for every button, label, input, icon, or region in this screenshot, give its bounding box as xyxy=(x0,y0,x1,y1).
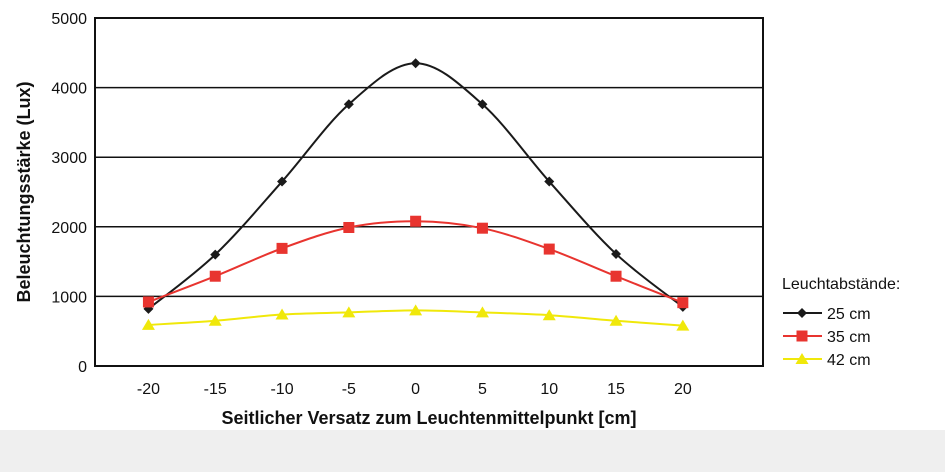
data-point xyxy=(409,304,423,316)
x-tick-label: -15 xyxy=(204,381,227,398)
legend-label: 42 cm xyxy=(827,352,871,369)
legend-item: 42 cm xyxy=(783,352,871,369)
y-tick-label: 1000 xyxy=(51,289,87,306)
data-point xyxy=(277,176,288,187)
data-point xyxy=(208,314,222,326)
legend-item: 25 cm xyxy=(783,306,871,323)
data-point xyxy=(611,248,622,259)
data-point xyxy=(477,99,488,110)
y-tick-label: 4000 xyxy=(51,81,87,98)
y-axis-title: Beleuchtungsstärke (Lux) xyxy=(14,81,34,302)
y-tick-label: 5000 xyxy=(51,11,87,28)
data-point xyxy=(410,58,421,69)
x-tick-label: 5 xyxy=(478,381,487,398)
data-point xyxy=(610,270,622,282)
legend-marker xyxy=(796,330,808,342)
plot-frame xyxy=(94,17,764,367)
data-point xyxy=(141,318,155,330)
data-point xyxy=(210,249,221,260)
data-point xyxy=(275,308,289,320)
data-point xyxy=(343,99,354,110)
x-tick-label: 15 xyxy=(607,381,625,398)
data-point xyxy=(677,297,689,309)
legend-item: 35 cm xyxy=(783,329,871,346)
x-tick-label: 0 xyxy=(411,381,420,398)
series-2 xyxy=(141,304,690,331)
data-point xyxy=(343,221,355,233)
y-tick-label: 0 xyxy=(78,359,87,376)
y-tick-label: 3000 xyxy=(51,150,87,167)
x-tick-label: -5 xyxy=(342,381,356,398)
data-point xyxy=(475,306,489,318)
data-point xyxy=(609,314,623,326)
data-point xyxy=(542,309,556,321)
x-tick-label: 20 xyxy=(674,381,692,398)
series-0 xyxy=(143,58,688,314)
legend-title: Leuchtabstände: xyxy=(782,276,900,293)
x-tick-label: -10 xyxy=(270,381,293,398)
data-point xyxy=(209,270,221,282)
data-point xyxy=(342,306,356,318)
data-point xyxy=(476,222,488,234)
series-layer xyxy=(141,58,690,331)
legend-marker xyxy=(795,353,809,364)
x-tick-labels: -20 -15 -10 -5 0 5 10 15 20 xyxy=(137,381,692,398)
gridlines xyxy=(95,86,763,298)
y-tick-labels: 0 1000 2000 3000 4000 5000 xyxy=(51,11,87,376)
legend-label: 35 cm xyxy=(827,329,871,346)
series-1 xyxy=(142,215,689,309)
x-tick-label: -20 xyxy=(137,381,160,398)
data-point xyxy=(676,319,690,331)
legend-marker xyxy=(797,308,807,318)
data-point xyxy=(544,176,555,187)
data-point xyxy=(410,215,422,227)
legend-label: 25 cm xyxy=(827,306,871,323)
legend: Leuchtabstände: 25 cm 35 cm 42 cm xyxy=(782,276,900,369)
x-axis-title: Seitlicher Versatz zum Leuchtenmittelpun… xyxy=(221,408,636,428)
x-tick-label: 10 xyxy=(540,381,558,398)
data-point xyxy=(543,243,555,255)
y-tick-label: 2000 xyxy=(51,220,87,237)
data-point xyxy=(142,296,154,308)
data-point xyxy=(276,242,288,254)
